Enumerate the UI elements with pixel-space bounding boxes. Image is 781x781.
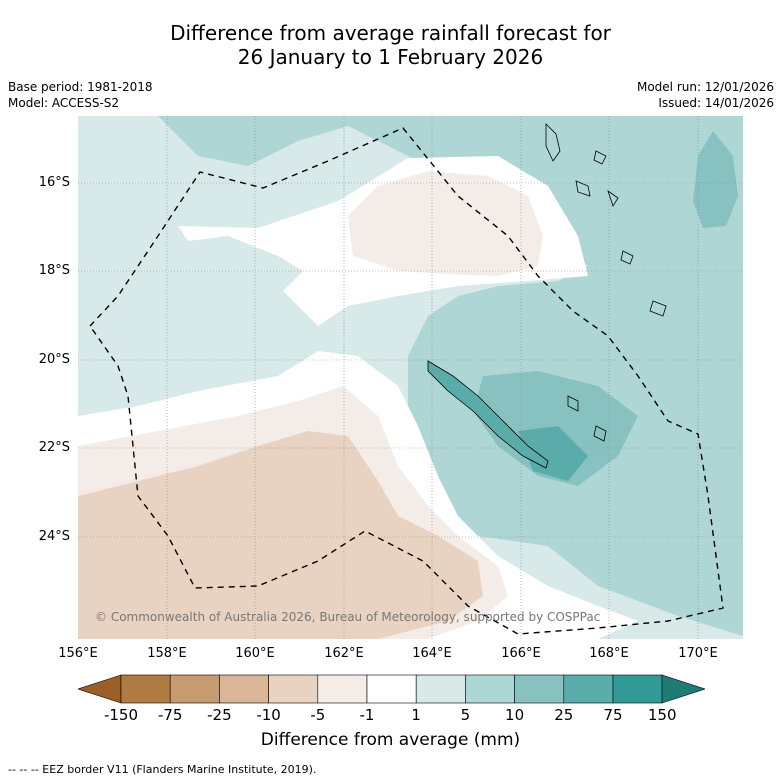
lon-label-156e: 156°E	[58, 646, 98, 661]
graticule	[78, 116, 743, 639]
colorbar-swatch	[317, 674, 368, 704]
colorbar-over-arrow	[661, 674, 705, 704]
eez-footnote: -- -- -- EEZ border V11 (Flanders Marine…	[8, 763, 317, 776]
colorbar-tick-label: -75	[157, 706, 183, 724]
colorbar-swatch	[219, 674, 269, 704]
loyalty-islands-2	[593, 425, 607, 442]
lon-label-160e: 160°E	[235, 646, 275, 661]
colorbar-swatch	[465, 674, 515, 704]
colorbar-swatch	[563, 674, 614, 704]
lon-label-158e: 158°E	[147, 646, 187, 661]
colorbar-swatch	[169, 674, 220, 704]
colorbar-tick-label: -150	[103, 706, 139, 724]
colorbar-swatch	[366, 674, 417, 704]
lon-label-162e: 162°E	[324, 646, 364, 661]
vanuatu-islands-4	[607, 189, 619, 207]
lon-label-166e: 166°E	[501, 646, 541, 661]
copyright-text: © Commonwealth of Australia 2026, Bureau…	[95, 610, 600, 624]
teal-right-patch	[693, 131, 738, 228]
loyalty-islands	[567, 395, 579, 412]
colorbar-swatch	[612, 674, 663, 704]
rainfall-map: © Commonwealth of Australia 2026, Bureau…	[78, 116, 743, 639]
vanuatu-islands-3	[575, 180, 591, 197]
rainfall-map-svg: © Commonwealth of Australia 2026, Bureau…	[78, 116, 743, 639]
colorbar-swatch	[120, 674, 171, 704]
lat-label-18s: 18°S	[38, 263, 70, 278]
colorbar-tick-label: -5	[310, 706, 326, 724]
new-caledonia-island	[427, 360, 549, 469]
colorbar-swatch	[268, 674, 319, 704]
lon-label-168e: 168°E	[589, 646, 629, 661]
colorbar-tick-label: -1	[359, 706, 375, 724]
colorbar-tick-label: -10	[256, 706, 281, 724]
issued-date: Issued: 14/01/2026	[658, 96, 774, 110]
teal-75-150-patch	[518, 426, 588, 481]
colorbar-title: Difference from average (mm)	[260, 730, 521, 750]
colorbar	[78, 674, 705, 704]
colorbar-swatches	[120, 674, 663, 704]
base-period: Base period: 1981-2018	[8, 80, 153, 94]
chart-title-line2: 26 January to 1 February 2026	[237, 45, 544, 69]
vanuatu-islands-6	[649, 300, 667, 317]
colorbar-swatch	[514, 674, 565, 704]
vanuatu-islands-2	[593, 150, 607, 165]
colorbar-tick-label: 1	[411, 706, 421, 724]
model-run: Model run: 12/01/2026	[636, 80, 774, 94]
lat-label-16s: 16°S	[38, 175, 70, 190]
lat-label-20s: 20°S	[38, 352, 70, 367]
colorbar-under-arrow	[78, 674, 122, 704]
colorbar-tick-label: 10	[505, 706, 525, 724]
colorbar-tick-label: 5	[460, 706, 471, 724]
dry-minus5-lower	[78, 431, 483, 639]
lon-label-164e: 164°E	[412, 646, 452, 661]
lon-label-170e: 170°E	[678, 646, 718, 661]
colorbar-tick-label: -25	[207, 706, 232, 724]
vanuatu-islands	[545, 123, 561, 162]
lat-label-22s: 22°S	[38, 440, 70, 455]
model-name: Model: ACCESS-S2	[8, 96, 120, 110]
colorbar-tick-label: 75	[603, 706, 623, 724]
colorbar-tick-label: 25	[554, 706, 574, 724]
colorbar-swatch	[415, 674, 466, 704]
colorbar-tick-label: 150	[647, 706, 677, 724]
chart-title-line1: Difference from average rainfall forecas…	[170, 21, 611, 45]
lat-label-24s: 24°S	[38, 529, 70, 544]
dry-minus1-upper	[348, 171, 543, 276]
vanuatu-islands-5	[620, 250, 634, 265]
eez-border	[89, 127, 724, 635]
